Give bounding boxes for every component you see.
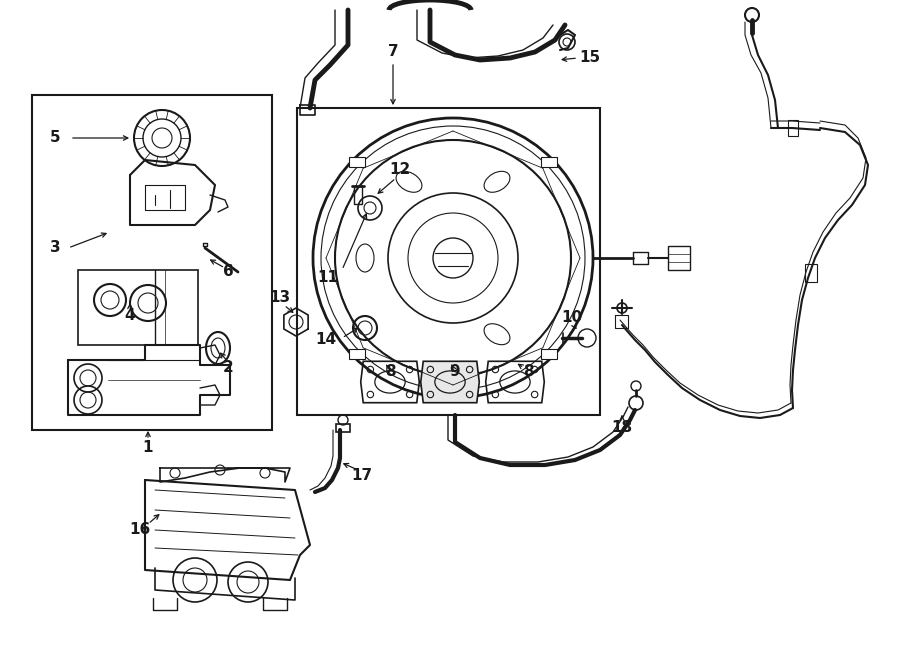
Text: 4: 4 xyxy=(125,307,135,323)
Bar xyxy=(32,95,272,430)
Text: 2: 2 xyxy=(222,360,233,375)
Bar xyxy=(805,264,817,282)
Bar xyxy=(297,108,600,415)
Text: 13: 13 xyxy=(269,290,291,305)
Text: 7: 7 xyxy=(388,44,399,59)
Text: 18: 18 xyxy=(611,420,633,436)
Bar xyxy=(78,270,198,345)
Bar xyxy=(668,246,690,270)
Circle shape xyxy=(617,303,627,313)
Bar xyxy=(349,157,364,167)
Text: 15: 15 xyxy=(580,50,600,65)
Text: 8: 8 xyxy=(523,364,534,379)
Text: 17: 17 xyxy=(351,467,373,483)
Bar xyxy=(788,120,798,136)
Bar xyxy=(541,349,557,359)
Text: 10: 10 xyxy=(562,311,582,325)
Bar xyxy=(336,424,350,432)
Text: 12: 12 xyxy=(390,163,410,178)
Text: 11: 11 xyxy=(318,270,338,286)
Text: 16: 16 xyxy=(130,522,150,537)
Bar xyxy=(541,157,557,167)
Text: 8: 8 xyxy=(384,364,395,379)
Bar xyxy=(349,349,364,359)
Polygon shape xyxy=(420,362,480,403)
Text: 6: 6 xyxy=(222,264,233,280)
Text: 1: 1 xyxy=(143,440,153,455)
Text: 14: 14 xyxy=(315,332,337,348)
Text: 9: 9 xyxy=(450,364,460,379)
Text: 5: 5 xyxy=(50,130,60,145)
Text: 3: 3 xyxy=(50,241,60,256)
